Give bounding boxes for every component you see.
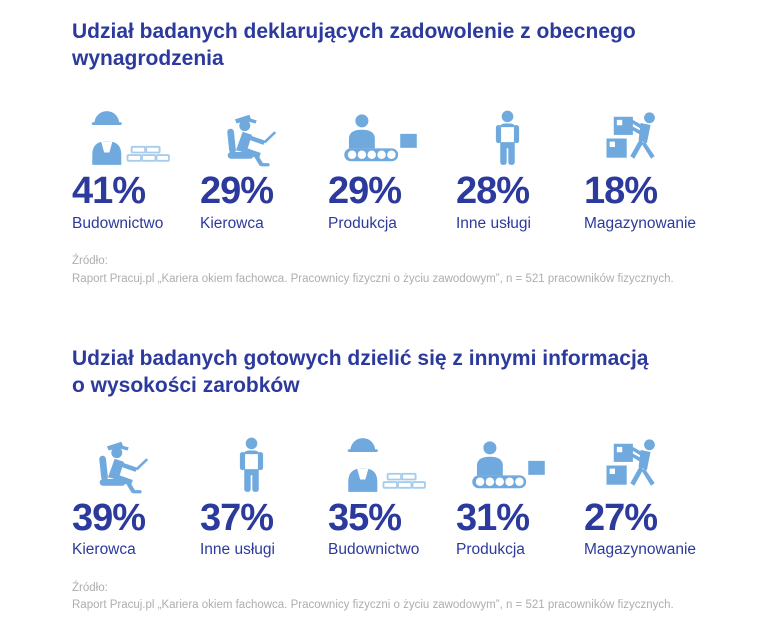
stats-row: 41% Budownictwo 29% Kierowca 29% Produkc… [72, 107, 742, 232]
infographic: Udział badanych deklarujących zadowoleni… [72, 18, 742, 616]
section-satisfaction: Udział badanych deklarujących zadowoleni… [72, 18, 742, 289]
stat-item: 18% Magazynowanie [584, 107, 696, 232]
source-text: Raport Pracuj.pl „Kariera okiem fachowca… [72, 272, 674, 285]
stat-label: Budownictwo [328, 541, 420, 559]
source-text: Raport Pracuj.pl „Kariera okiem fachowca… [72, 599, 674, 612]
stat-item: 39% Kierowca [72, 434, 200, 559]
production-icon [468, 434, 584, 494]
stat-value: 31% [456, 496, 530, 539]
stat-item: 35% Budownictwo [328, 434, 456, 559]
stat-label: Budownictwo [72, 214, 164, 232]
other-services-icon [468, 107, 584, 167]
stat-item: 27% Magazynowanie [584, 434, 696, 559]
builder-icon [340, 434, 456, 494]
stat-value: 29% [200, 170, 274, 212]
builder-icon [84, 107, 200, 167]
stat-value: 27% [584, 496, 658, 539]
section-sharing: Udział badanych gotowych dzielić się z i… [72, 345, 742, 616]
source-note: Źródło: Raport Pracuj.pl „Kariera okiem … [72, 253, 742, 289]
driver-icon [212, 107, 328, 167]
stat-item: 29% Produkcja [328, 107, 456, 232]
title-line-2: wynagrodzenia [72, 47, 224, 70]
stat-item: 28% Inne usługi [456, 107, 584, 232]
stat-value: 28% [456, 170, 530, 212]
warehouse-icon [596, 434, 696, 494]
stat-value: 39% [72, 496, 146, 539]
stat-label: Magazynowanie [584, 541, 697, 559]
stat-item: 31% Produkcja [456, 434, 584, 559]
production-icon [340, 107, 456, 167]
stat-value: 41% [72, 170, 146, 212]
stat-label: Inne usługi [456, 214, 531, 232]
stat-label: Kierowca [200, 214, 264, 232]
title-line-1: Udział badanych deklarujących zadowoleni… [72, 20, 636, 43]
stat-label: Produkcja [328, 214, 397, 232]
source-label: Źródło: [72, 254, 108, 267]
stat-label: Kierowca [72, 541, 136, 559]
stat-label: Inne usługi [200, 541, 275, 559]
stat-item: 37% Inne usługi [200, 434, 328, 559]
title-line-1: Udział badanych gotowych dzielić się z i… [72, 346, 649, 370]
stat-value: 35% [328, 496, 402, 539]
driver-icon [84, 434, 200, 494]
stat-item: 41% Budownictwo [72, 107, 200, 232]
stat-label: Magazynowanie [584, 214, 697, 232]
stat-value: 37% [200, 496, 274, 539]
page-title: Udział badanych deklarujących zadowoleni… [72, 18, 742, 72]
source-label: Źródło: [72, 581, 108, 594]
stat-value: 18% [584, 170, 658, 212]
source-note: Źródło: Raport Pracuj.pl „Kariera okiem … [72, 580, 742, 616]
stat-item: 29% Kierowca [200, 107, 328, 232]
stat-label: Produkcja [456, 541, 525, 559]
stats-row: 39% Kierowca 37% Inne usługi 35% Budowni… [72, 434, 742, 559]
title-line-2: o wysokości zarobków [72, 373, 300, 397]
warehouse-icon [596, 107, 696, 167]
other-services-icon [212, 434, 328, 494]
page-title: Udział badanych gotowych dzielić się z i… [72, 345, 742, 399]
stat-value: 29% [328, 170, 402, 212]
